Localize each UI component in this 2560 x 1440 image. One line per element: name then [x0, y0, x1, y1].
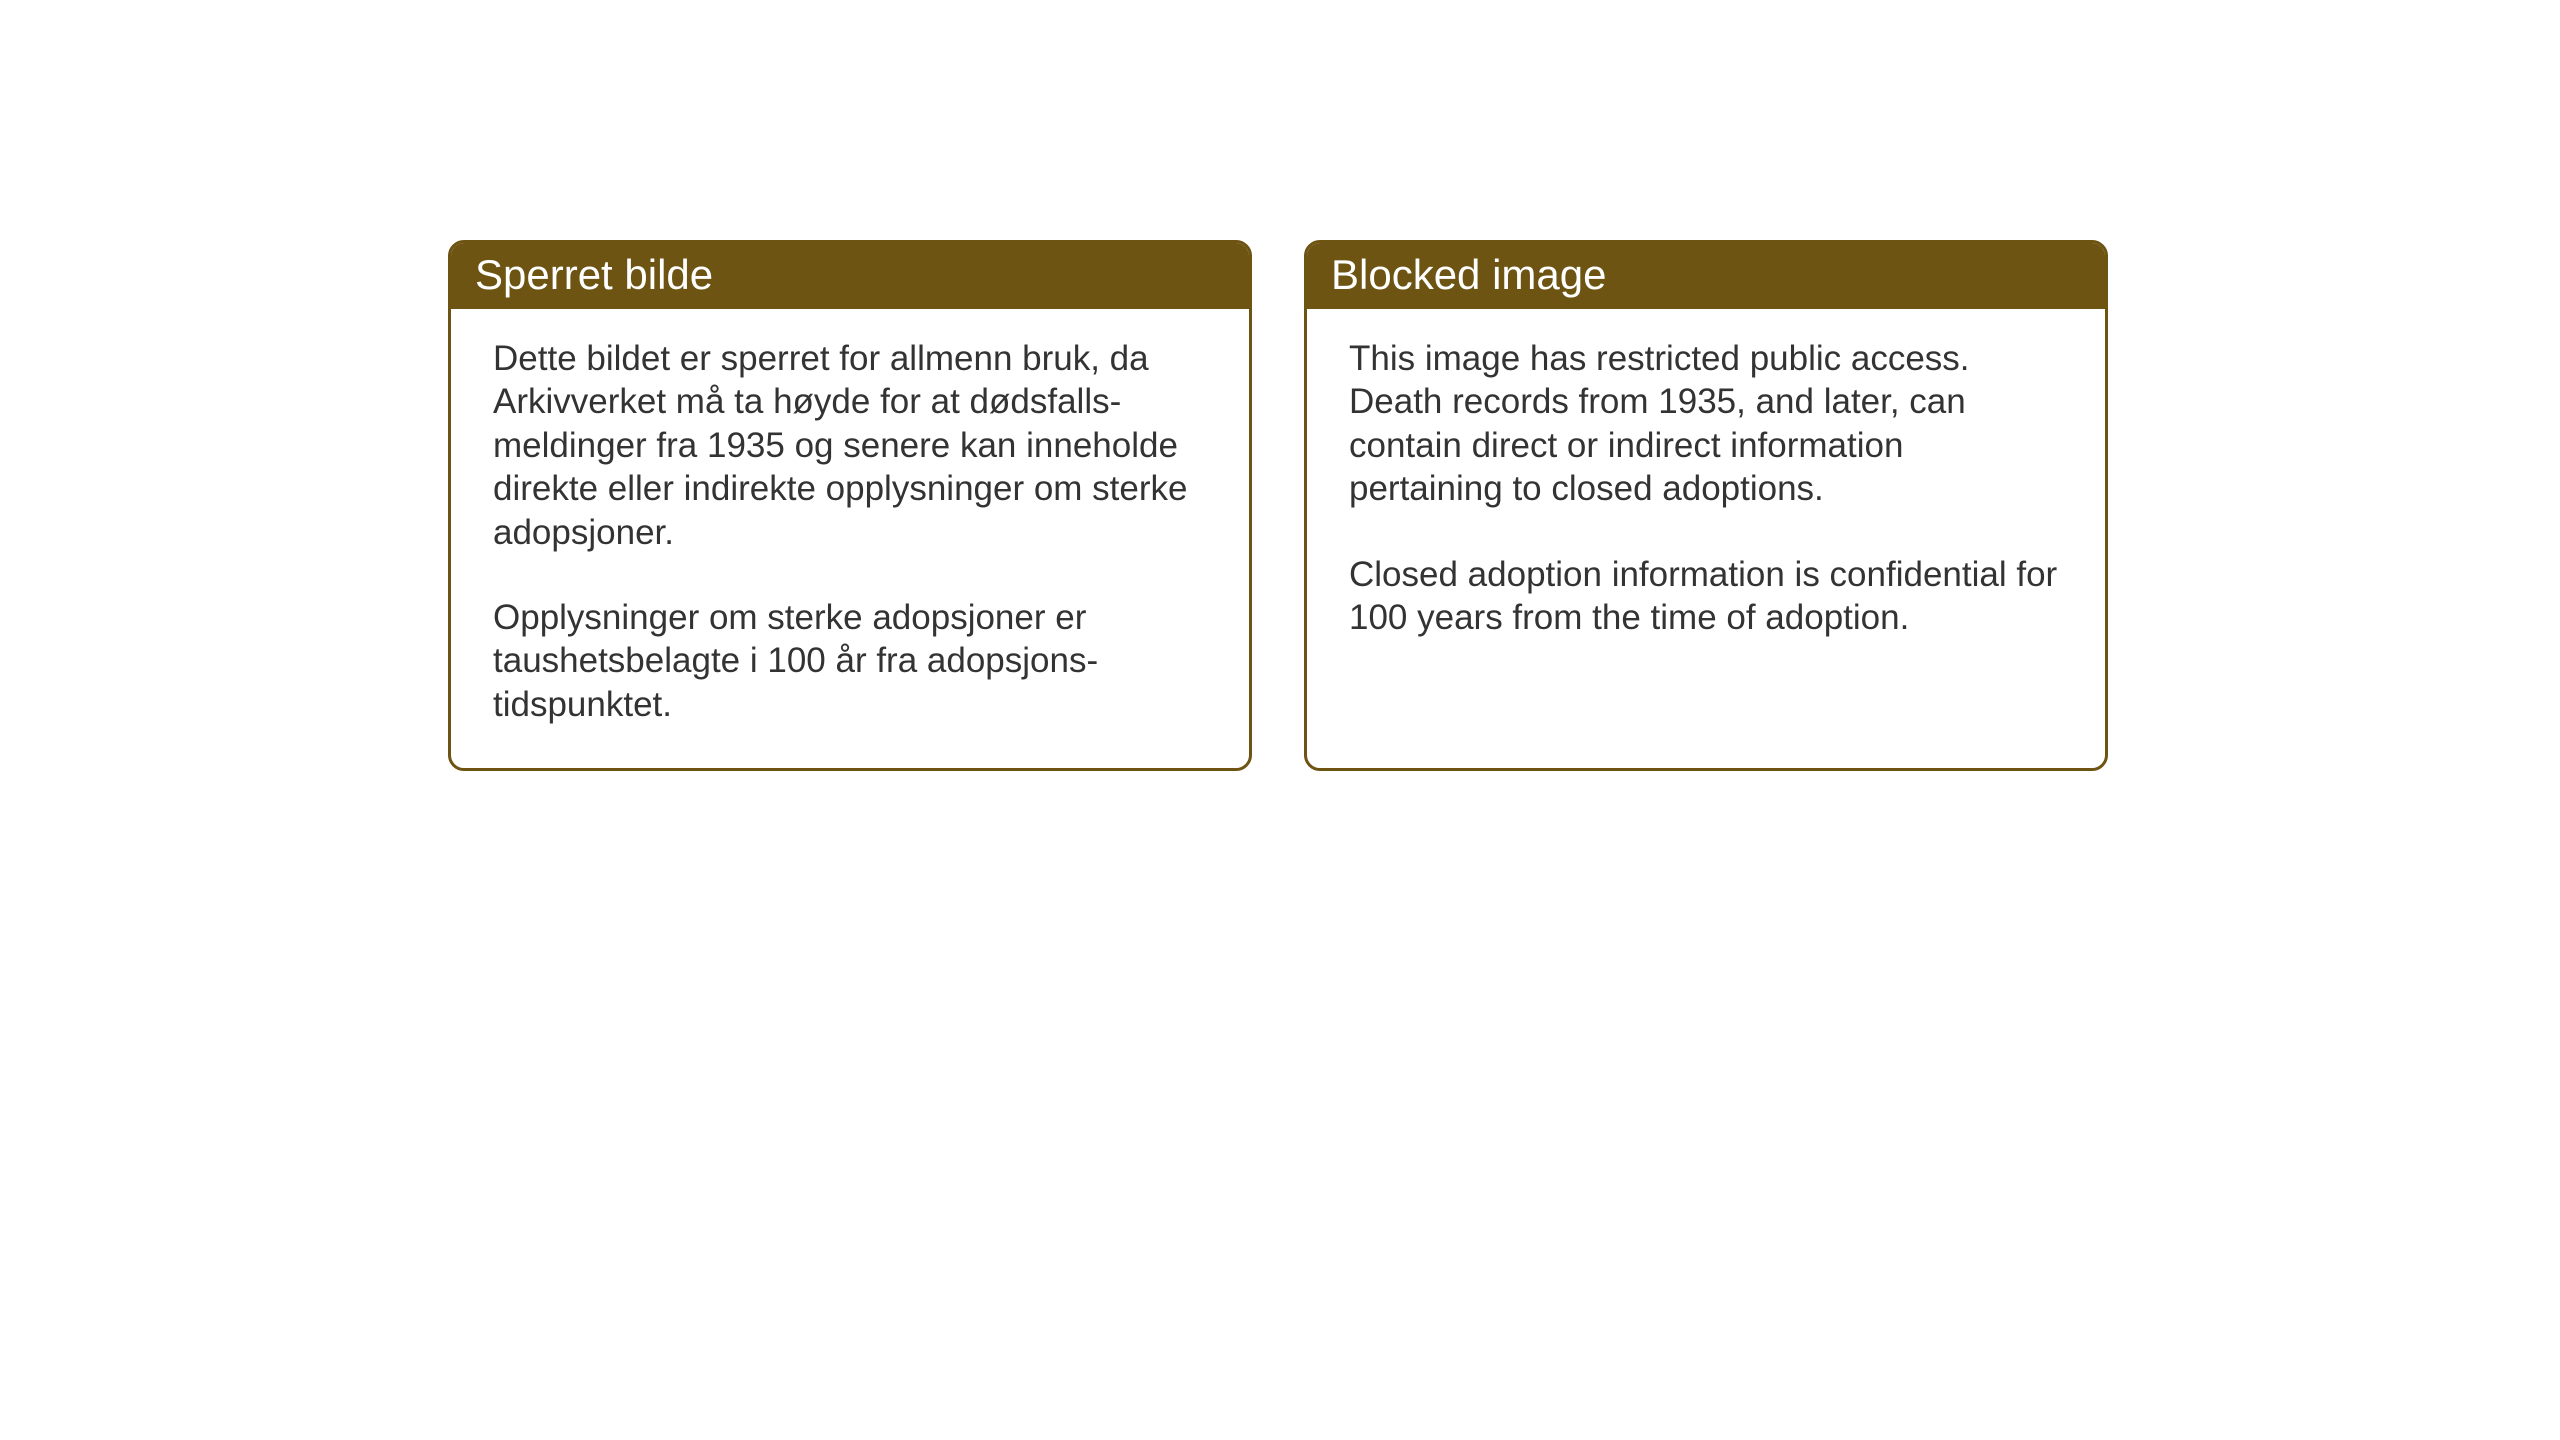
- card-paragraph-2-norwegian: Opplysninger om sterke adopsjoner er tau…: [493, 596, 1207, 726]
- notice-card-english: Blocked image This image has restricted …: [1304, 240, 2108, 771]
- card-paragraph-1-english: This image has restricted public access.…: [1349, 337, 2063, 511]
- card-body-english: This image has restricted public access.…: [1307, 309, 2105, 768]
- card-body-norwegian: Dette bildet er sperret for allmenn bruk…: [451, 309, 1249, 768]
- notice-card-norwegian: Sperret bilde Dette bildet er sperret fo…: [448, 240, 1252, 771]
- card-title-english: Blocked image: [1331, 251, 1606, 298]
- notice-container: Sperret bilde Dette bildet er sperret fo…: [448, 240, 2108, 771]
- card-paragraph-1-norwegian: Dette bildet er sperret for allmenn bruk…: [493, 337, 1207, 554]
- card-paragraph-2-english: Closed adoption information is confident…: [1349, 553, 2063, 640]
- card-header-english: Blocked image: [1307, 243, 2105, 309]
- card-header-norwegian: Sperret bilde: [451, 243, 1249, 309]
- card-title-norwegian: Sperret bilde: [475, 251, 713, 298]
